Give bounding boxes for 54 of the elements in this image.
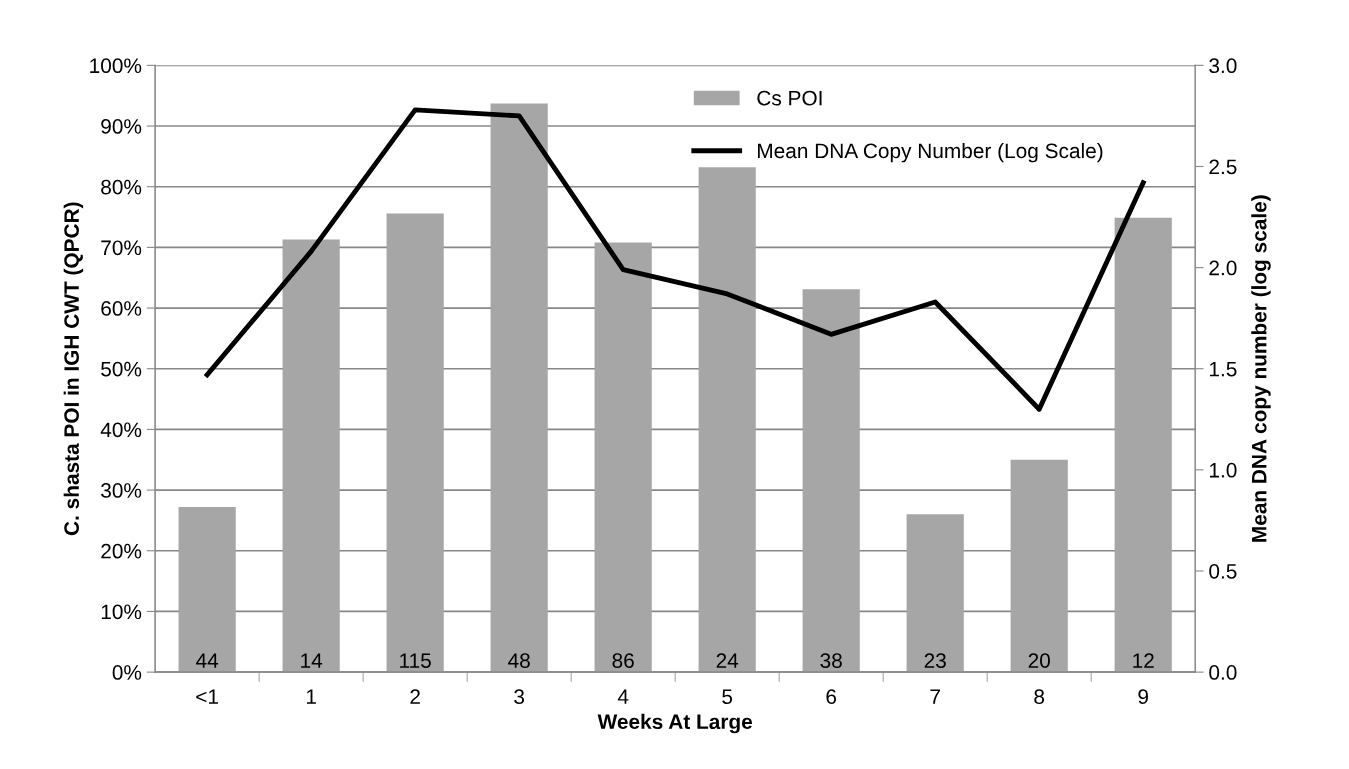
y-tick-label: 40% xyxy=(100,422,142,438)
y-tick-label: 90% xyxy=(101,119,142,134)
annotation: 23 xyxy=(924,653,946,668)
y2-axis-title: Mean DNA copy number (log scale) xyxy=(1251,195,1271,542)
x-tick-label: 7 xyxy=(930,689,940,704)
bar xyxy=(1010,459,1068,673)
annotation: 38 xyxy=(820,653,842,668)
annotation: 48 xyxy=(508,653,530,668)
y-axis-title: C. shasta POI in IGH CWT (QPCR) xyxy=(63,202,84,536)
legend-label: Mean DNA Copy Number (Log Scale) xyxy=(758,142,1103,163)
annotation: 20 xyxy=(1028,653,1050,668)
bar xyxy=(178,507,236,673)
y2-tick-label: 0.5 xyxy=(1209,563,1237,579)
y2-tick-label: 3.0 xyxy=(1209,58,1237,74)
legend-label: Cs POI xyxy=(757,90,822,106)
x-axis-title: Weeks At Large xyxy=(597,713,753,734)
x-tick-label: 8 xyxy=(1034,689,1045,705)
bar xyxy=(490,103,548,673)
y2-tick-label: 0.0 xyxy=(1209,665,1237,680)
annotation: 14 xyxy=(301,653,323,668)
bar xyxy=(386,213,444,673)
annotation: 12 xyxy=(1133,653,1154,668)
y-tick-label: 30% xyxy=(101,483,142,498)
y-tick-label: 10% xyxy=(101,604,142,620)
x-tick-label: 6 xyxy=(826,689,837,705)
annotation: 24 xyxy=(716,653,739,668)
annotation: 86 xyxy=(612,653,634,668)
y-tick-label: 20% xyxy=(101,543,142,559)
x-tick-label: 3 xyxy=(514,689,525,705)
y-tick-label: 50% xyxy=(101,361,142,377)
y-tick-label: 70% xyxy=(101,240,142,256)
bar xyxy=(802,289,860,673)
x-tick-label: 9 xyxy=(1138,689,1149,705)
x-tick-label: 5 xyxy=(722,689,733,705)
y-tick-label: 0% xyxy=(112,665,142,680)
bar xyxy=(282,239,340,673)
x-tick-label: <1 xyxy=(196,689,218,704)
line-series xyxy=(204,107,1146,412)
x-tick-label: 2 xyxy=(410,689,420,704)
x-tick-label: 4 xyxy=(617,689,629,704)
annotation: 44 xyxy=(196,653,219,668)
y-tick-label: 60% xyxy=(101,301,142,316)
bar xyxy=(906,514,964,673)
annotation: 115 xyxy=(400,653,431,668)
y2-tick-label: 2.5 xyxy=(1209,159,1237,175)
x-tick-label: 1 xyxy=(306,689,316,704)
bar xyxy=(594,242,652,673)
bar xyxy=(1114,217,1172,673)
y2-tick-label: 1.5 xyxy=(1210,361,1237,377)
bar xyxy=(698,167,756,673)
y-tick-label: 100% xyxy=(90,58,142,74)
y2-tick-label: 1.0 xyxy=(1210,462,1237,478)
y-tick-label: 80% xyxy=(101,179,142,195)
y2-tick-label: 2.0 xyxy=(1209,260,1237,276)
